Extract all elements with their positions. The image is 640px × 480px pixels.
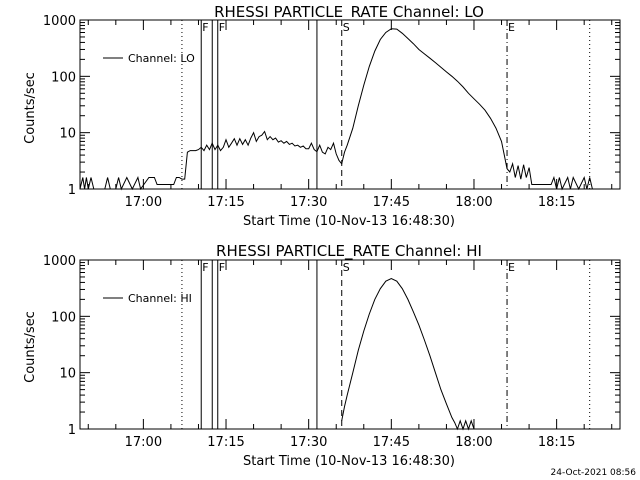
legend-label-hi: Channel: HI xyxy=(128,292,192,305)
x-tick-label-lo: 18:00 xyxy=(455,195,492,210)
marker-label-lo: S xyxy=(343,21,350,34)
y-axis-title-lo: Counts/sec xyxy=(23,72,38,144)
series-line-hi xyxy=(341,277,475,431)
x-tick-label-hi: 17:30 xyxy=(290,435,327,450)
x-axis-title-lo: Start Time (10-Nov-13 16:48:30) xyxy=(243,214,455,229)
marker-label-lo: E xyxy=(508,21,515,34)
chart-title-lo: RHESSI PARTICLE_RATE Channel: LO xyxy=(214,3,484,22)
x-tick-label-hi: 17:45 xyxy=(373,435,410,450)
series-line-lo xyxy=(79,28,593,191)
plot-frame-hi xyxy=(79,259,621,430)
y-tick-label-lo: 1 xyxy=(68,183,76,198)
x-tick-label-hi: 17:00 xyxy=(125,435,162,450)
y-axis-title-hi: Counts/sec xyxy=(23,311,38,383)
y-tick-label-hi: 100 xyxy=(51,310,76,325)
y-tick-label-hi: 1000 xyxy=(43,254,76,269)
y-tick-label-lo: 10 xyxy=(59,127,76,142)
x-tick-label-lo: 17:00 xyxy=(125,195,162,210)
x-tick-label-hi: 18:15 xyxy=(538,435,575,450)
legend-label-lo: Channel: LO xyxy=(128,52,195,65)
panel-hi: RHESSI PARTICLE_RATE Channel: HI Start T… xyxy=(23,242,621,469)
marker-label-hi: F xyxy=(202,261,208,274)
marker-label-hi: S xyxy=(343,261,350,274)
x-tick-label-hi: 17:15 xyxy=(207,435,244,450)
x-tick-label-lo: 17:15 xyxy=(207,195,244,210)
x-tick-label-lo: 18:15 xyxy=(538,195,575,210)
y-tick-label-lo: 1000 xyxy=(43,14,76,29)
x-tick-label-lo: 17:45 xyxy=(373,195,410,210)
x-tick-label-lo: 17:30 xyxy=(290,195,327,210)
footer-timestamp: 24-Oct-2021 08:56 xyxy=(551,468,637,478)
marker-label-lo: F xyxy=(202,21,208,34)
x-tick-label-hi: 18:00 xyxy=(455,435,492,450)
x-axis-title-hi: Start Time (10-Nov-13 16:48:30) xyxy=(243,454,455,469)
marker-label-hi: E xyxy=(508,261,515,274)
panel-lo: RHESSI PARTICLE_RATE Channel: LO Start T… xyxy=(23,3,621,229)
y-tick-label-hi: 1 xyxy=(68,423,76,438)
chart-title-hi: RHESSI PARTICLE_RATE Channel: HI xyxy=(216,242,482,261)
y-tick-label-lo: 100 xyxy=(51,70,76,85)
y-tick-label-hi: 10 xyxy=(59,367,76,382)
plot-frame-lo xyxy=(79,19,621,190)
marker-label-lo: F xyxy=(219,21,225,34)
marker-label-hi: F xyxy=(219,261,225,274)
